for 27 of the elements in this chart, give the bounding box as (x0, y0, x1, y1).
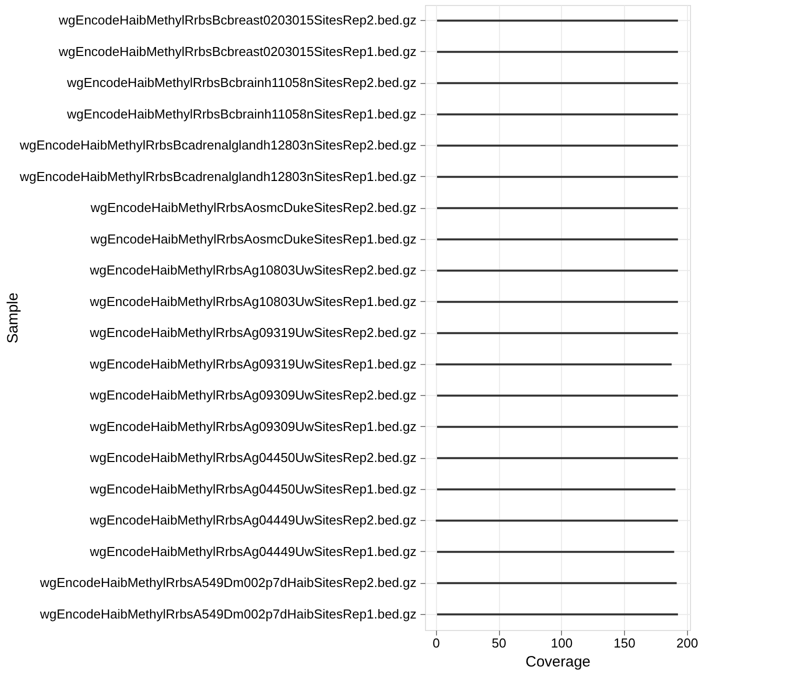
y-tick-label: wgEncodeHaibMethylRrbsAosmcDukeSitesRep1.bed.gz (90, 231, 416, 246)
y-tick-label: wgEncodeHaibMethylRrbsAg09319UwSitesRep1.bed.gz (88, 356, 416, 372)
y-tick-label: wgEncodeHaibMethylRrbsAosmcDukeSitesRep2.bed.gz (90, 200, 416, 216)
y-tick-label: wgEncodeHaibMethylRrbsAg04449UwSitesRep1.bed.gz (88, 544, 416, 559)
y-tick-label: wgEncodeHaibMethylRrbsAg09309UwSitesRep1.bed.gz (88, 418, 416, 434)
x-tick-label: 50 (492, 636, 506, 650)
y-tick-label: wgEncodeHaibMethylRrbsBcadrenalglandh12803nSitesRep2.bed.gz (18, 138, 416, 153)
y-tick-label: wgEncodeHaibMethylRrbsBcbrainh11058nSitesRep1.bed.gz (66, 106, 416, 122)
x-axis-title: Coverage (525, 654, 591, 670)
y-tick-label: wgEncodeHaibMethylRrbsA549Dm002p7dHaibSitesRep1.bed.gz (39, 606, 416, 622)
y-tick-label: wgEncodeHaibMethylRrbsAg04449UwSitesRep2.bed.gz (88, 512, 416, 528)
y-tick-label: wgEncodeHaibMethylRrbsAg09309UwSitesRep2.bed.gz (88, 388, 416, 403)
x-tick-label: 100 (550, 636, 573, 650)
y-tick-label: wgEncodeHaibMethylRrbsAg10803UwSitesRep2.bed.gz (88, 262, 416, 278)
y-tick-label: wgEncodeHaibMethylRrbsBcbrainh11058nSitesRep2.bed.gz (66, 75, 416, 90)
y-tick-label: wgEncodeHaibMethylRrbsBcbreast0203015SitesRep2.bed.gz (58, 12, 416, 28)
y-axis-title: Sample (4, 292, 22, 344)
y-tick-label: wgEncodeHaibMethylRrbsA549Dm002p7dHaibSitesRep2.bed.gz (39, 575, 416, 590)
y-tick-label: wgEncodeHaibMethylRrbsAg10803UwSitesRep1.bed.gz (88, 294, 416, 309)
y-tick-label: wgEncodeHaibMethylRrbsAg09319UwSitesRep2.bed.gz (88, 325, 416, 340)
y-tick-label: wgEncodeHaibMethylRrbsAg04450UwSitesRep1.bed.gz (88, 481, 416, 496)
x-tick-label: 0 (432, 636, 440, 650)
y-tick-label: wgEncodeHaibMethylRrbsBcbreast0203015SitesRep1.bed.gz (58, 44, 416, 59)
y-tick-label: wgEncodeHaibMethylRrbsAg04450UwSitesRep2.bed.gz (88, 450, 416, 466)
x-tick-label: 200 (676, 636, 698, 650)
x-tick-label: 150 (614, 636, 636, 650)
y-tick-label: wgEncodeHaibMethylRrbsBcadrenalglandh12803nSitesRep1.bed.gz (18, 168, 416, 184)
